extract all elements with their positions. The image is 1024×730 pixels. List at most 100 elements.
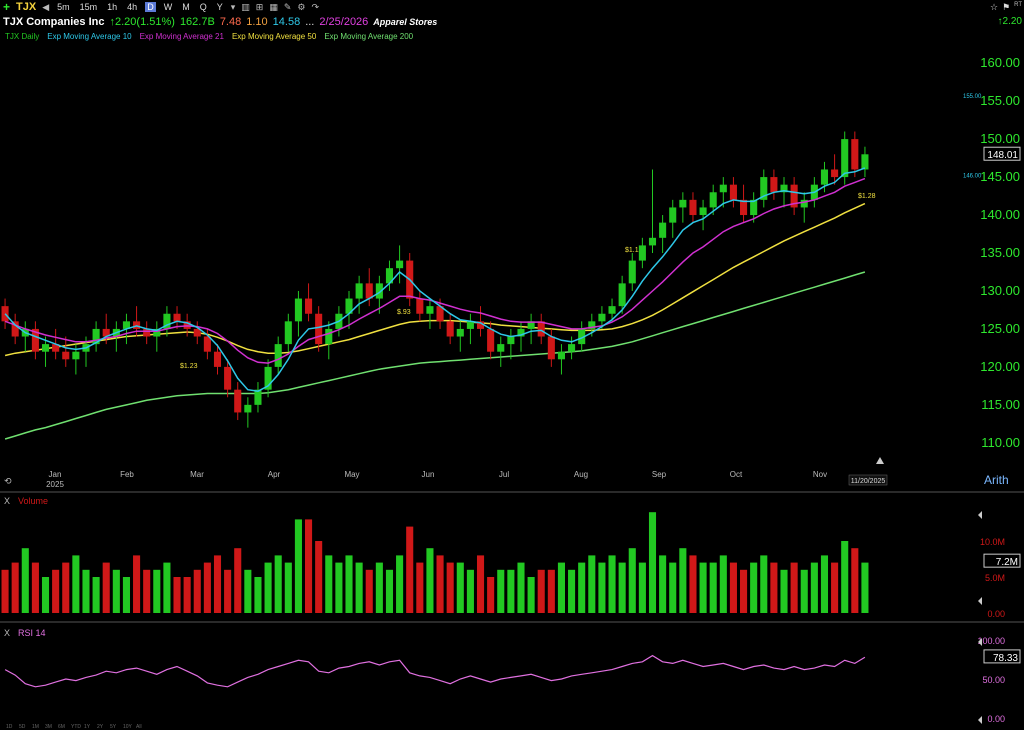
candle <box>62 351 70 360</box>
legend-ema21[interactable]: Exp Moving Average 21 <box>139 32 224 41</box>
pe-ratio: 7.48 <box>219 16 242 28</box>
range-button: 2Y <box>97 724 104 730</box>
volume-bar <box>122 577 130 613</box>
volume-close-x[interactable]: X <box>4 496 11 506</box>
symbol-input[interactable]: TJX <box>16 1 37 13</box>
legend-ema200[interactable]: Exp Moving Average 200 <box>324 32 414 41</box>
volume-arrow-icon <box>978 597 982 605</box>
volume-tick-label: 10.0M <box>980 537 1005 547</box>
volume-bar <box>810 562 818 613</box>
volume-bar <box>568 569 576 613</box>
candle <box>537 321 545 337</box>
candle <box>436 306 444 322</box>
interval-15m[interactable]: 15m <box>79 2 98 12</box>
month-label: Oct <box>730 470 743 479</box>
volume-bar <box>345 555 353 613</box>
price-tick-label: 120.00 <box>980 359 1020 374</box>
candle <box>851 139 859 170</box>
volume-bar <box>315 541 323 613</box>
interval-q[interactable]: Q <box>199 2 207 12</box>
volume-bar <box>669 562 677 613</box>
star-icon[interactable]: ☆ <box>989 2 999 12</box>
volume-bar <box>689 555 697 613</box>
candle <box>31 328 39 352</box>
volume-bar <box>274 555 282 613</box>
ema200-line <box>4 271 866 440</box>
value-2: 1.10 <box>246 16 268 28</box>
chart-type-icon[interactable]: ▥ <box>241 1 250 12</box>
candle <box>173 313 181 322</box>
interval-w[interactable]: W <box>163 2 173 12</box>
legend-ema10[interactable]: Exp Moving Average 10 <box>47 32 132 41</box>
rsi-close-x[interactable]: X <box>4 628 11 638</box>
candle <box>396 260 404 269</box>
earnings-annotation: $.93 <box>397 309 411 316</box>
range-button: 1D <box>6 724 13 730</box>
volume-pane-title: X Volume <box>4 496 48 506</box>
month-label: Feb <box>120 470 134 479</box>
volume-bar <box>851 548 859 613</box>
interval-4h[interactable]: 4h <box>127 2 138 12</box>
volume-bar <box>699 562 707 613</box>
volume-bar <box>163 562 171 613</box>
candle <box>517 328 525 337</box>
scroll-right-icon <box>876 457 884 464</box>
candle <box>406 260 414 299</box>
candle <box>133 321 141 329</box>
pencil-icon[interactable]: ✎ <box>283 1 292 12</box>
range-button: 3M <box>45 724 52 730</box>
volume-bar <box>790 562 798 613</box>
candle <box>679 199 687 208</box>
flag-icon[interactable]: ⚑ <box>1002 2 1011 12</box>
candle <box>841 139 849 178</box>
indicators-icon[interactable]: ⊞ <box>255 1 264 12</box>
candle <box>325 328 333 345</box>
candle <box>82 344 90 352</box>
volume-bar <box>153 569 161 613</box>
range-button: YTD <box>71 724 81 730</box>
candle <box>476 321 485 329</box>
settings-icon[interactable]: ⚙ <box>297 1 306 12</box>
value-3: 14.58 <box>272 16 301 28</box>
price-tick-label: 160.00 <box>980 55 1020 70</box>
volume-bar <box>133 555 141 613</box>
candle <box>153 328 161 337</box>
ema-marker-low: 146.00 <box>963 174 982 180</box>
rsi-tick-label: 100.00 <box>977 636 1005 646</box>
chevron-down-icon[interactable]: ▾ <box>230 1 236 12</box>
share-icon[interactable]: ↷ <box>311 1 319 12</box>
volume-bar <box>31 562 39 613</box>
month-label: Jan <box>49 470 62 479</box>
grid-icon[interactable]: ▦ <box>269 1 278 12</box>
volume-bar <box>760 555 768 613</box>
candle <box>729 184 737 200</box>
interval-5m[interactable]: 5m <box>57 2 70 12</box>
volume-bar <box>820 555 829 613</box>
volume-bar <box>385 569 394 613</box>
interval-1h[interactable]: 1h <box>107 2 118 12</box>
interval-m[interactable]: M <box>182 2 190 12</box>
volume-bar <box>143 569 151 613</box>
legend-ema50[interactable]: Exp Moving Average 50 <box>231 32 317 41</box>
volume-bar <box>588 555 596 613</box>
candle <box>578 328 586 345</box>
legend-daily[interactable]: TJX Daily <box>5 32 40 41</box>
add-symbol-icon[interactable]: + <box>3 0 11 14</box>
month-label: Jul <box>499 470 509 479</box>
volume-bar <box>436 555 444 613</box>
rsi-arrow-icon <box>978 716 982 724</box>
interval-d[interactable]: D <box>145 2 156 12</box>
price-tick-label: 155.00 <box>980 93 1020 108</box>
volume-bar <box>679 548 687 613</box>
earnings-annotation: $1.1 <box>625 247 639 254</box>
speaker-icon[interactable]: ◀ <box>42 1 50 12</box>
volume-bar <box>112 569 120 613</box>
volume-bar <box>325 555 333 613</box>
candle <box>527 321 535 329</box>
candle <box>254 389 262 405</box>
candle <box>122 321 130 329</box>
candle <box>11 321 19 337</box>
change-pct: (1.51%) <box>136 16 175 28</box>
interval-y[interactable]: Y <box>216 2 223 12</box>
